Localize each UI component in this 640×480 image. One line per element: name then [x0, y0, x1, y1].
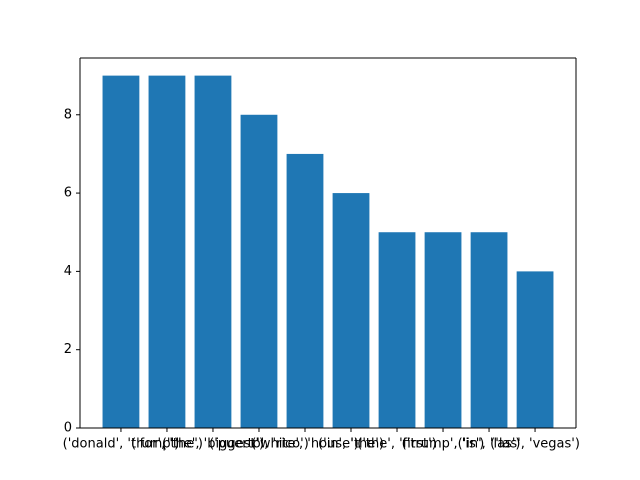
- x-tick-label-8: ('in', 'las'): [458, 437, 521, 452]
- x-tick-label-5: ('in', 'the'): [318, 437, 384, 452]
- bars-group: [102, 75, 554, 429]
- y-tick-label-0: 0: [64, 421, 72, 436]
- bar-5: [332, 193, 370, 428]
- x-tick-label-2: ('the', 'biggest'): [162, 437, 264, 452]
- bar-7: [424, 232, 462, 428]
- x-axis: ('donald', 'trump')('for', 'the')('the',…: [63, 428, 580, 452]
- y-tick-label-2: 4: [64, 264, 72, 279]
- bar-9: [516, 271, 554, 428]
- y-tick-label-1: 2: [64, 342, 72, 357]
- bar-3: [240, 114, 278, 428]
- y-axis: 0 2 4 6 8: [64, 107, 80, 436]
- bar-8: [470, 232, 508, 428]
- bar-4: [286, 153, 324, 429]
- bar-2: [194, 75, 232, 428]
- x-tick-label-6: ('the', 'first'): [357, 437, 436, 452]
- x-tick-label-0: ('donald', 'trump'): [63, 437, 180, 452]
- y-tick-label-4: 8: [64, 107, 72, 122]
- x-tick-label-4: ('white', 'house'): [251, 437, 359, 452]
- x-tick-label-1: ('for', 'the'): [131, 437, 203, 452]
- bar-6: [378, 232, 416, 428]
- y-tick-label-3: 6: [64, 186, 72, 201]
- bar-0: [102, 75, 140, 428]
- x-tick-label-9: ('las', 'vegas'): [490, 437, 580, 452]
- axes-frame: [79, 57, 577, 429]
- x-tick-label-3: ('puerto', 'rico'): [209, 437, 309, 452]
- bar-1: [148, 75, 186, 428]
- x-tick-label-7: ('trump', 'is'): [402, 437, 485, 452]
